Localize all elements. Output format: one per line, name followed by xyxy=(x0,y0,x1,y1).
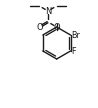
Text: O: O xyxy=(36,22,43,32)
Text: Br: Br xyxy=(71,30,80,40)
Text: F: F xyxy=(71,47,76,56)
Text: O: O xyxy=(53,22,60,32)
Text: N: N xyxy=(45,6,51,16)
